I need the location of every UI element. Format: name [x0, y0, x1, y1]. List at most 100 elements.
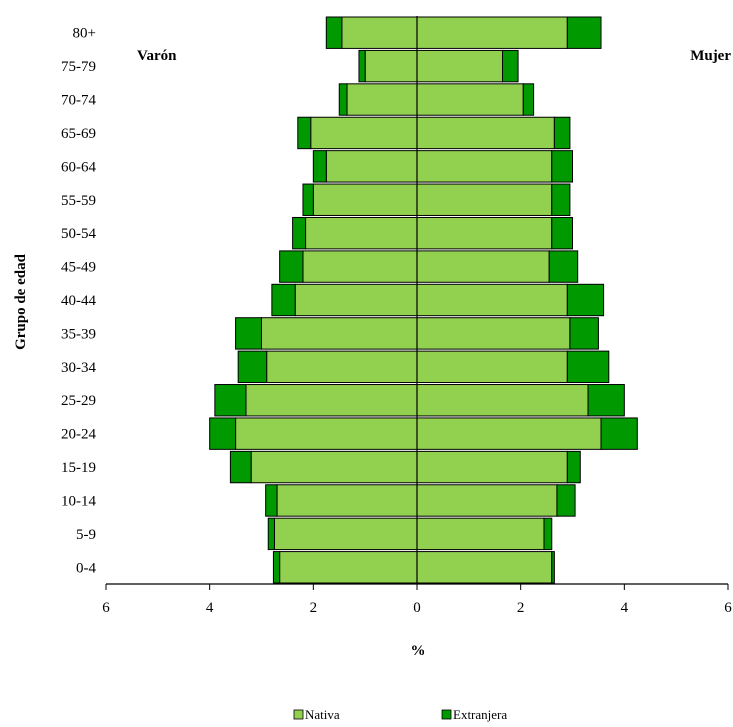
- bar-varon-nativa-20-24: [235, 417, 418, 450]
- bar-varon-extranjera-70-74: [338, 83, 348, 116]
- right-side-label: Mujer: [690, 48, 731, 64]
- legend-label-nativa: Nativa: [305, 707, 340, 722]
- bar-varon-extranjera-45-49: [279, 250, 304, 283]
- bar-varon-extranjera-20-24: [209, 417, 237, 450]
- y-tick-label-75-79: 75-79: [61, 59, 96, 75]
- bar-mujer-nativa-35-39: [416, 317, 571, 350]
- bar-mujer-extranjera-25-29: [587, 384, 625, 417]
- bar-varon-extranjera-55-59: [302, 183, 314, 216]
- y-tick-label-40-44: 40-44: [61, 293, 96, 309]
- bar-mujer-nativa-50-54: [416, 216, 553, 250]
- y-tick-label-65-69: 65-69: [61, 126, 96, 142]
- bar-varon-extranjera-5-9: [267, 517, 275, 551]
- labels-layer: 0-4 5-9 10-14 15-19 20-24 25-29 30-34 35-39 40-4…: [61, 26, 732, 616]
- bar-varon-nativa-15-19: [250, 450, 418, 484]
- bar-mujer-nativa-55-59: [416, 183, 553, 216]
- x-tick-label: 6: [724, 600, 732, 616]
- bar-mujer-extranjera-50-54: [551, 216, 573, 250]
- bar-mujer-nativa-5-9: [416, 517, 545, 551]
- x-tick-label: 0: [413, 600, 421, 616]
- bar-varon-extranjera-10-14: [265, 484, 278, 517]
- y-tick-label-25-29: 25-29: [61, 393, 96, 409]
- bar-mujer-nativa-10-14: [416, 484, 558, 517]
- bar-mujer-nativa-25-29: [416, 384, 589, 417]
- bar-varon-nativa-65-69: [310, 116, 418, 150]
- x-axis-title: %: [411, 643, 426, 659]
- y-axis-title: Grupo de edad: [13, 253, 29, 350]
- x-tick-label: 2: [310, 600, 318, 616]
- y-tick-label-45-49: 45-49: [61, 260, 96, 276]
- bar-varon-nativa-50-54: [305, 216, 418, 250]
- bar-mujer-extranjera-30-34: [566, 350, 610, 384]
- bar-varon-nativa-0-4: [279, 551, 418, 584]
- bar-varon-nativa-55-59: [312, 183, 418, 216]
- bar-mujer-nativa-45-49: [416, 250, 550, 283]
- y-tick-label-30-34: 30-34: [61, 360, 96, 376]
- bar-varon-extranjera-35-39: [235, 317, 262, 350]
- bar-mujer-nativa-60-64: [416, 150, 553, 183]
- y-tick-label-60-64: 60-64: [61, 159, 96, 175]
- bar-varon-nativa-5-9: [273, 517, 418, 551]
- y-tick-label-70-74: 70-74: [61, 93, 96, 109]
- left-side-label: Varón: [137, 48, 177, 64]
- bar-varon-nativa-60-64: [325, 150, 418, 183]
- bars-layer: [209, 16, 638, 584]
- bar-mujer-extranjera-60-64: [551, 150, 573, 183]
- bar-varon-nativa-25-29: [245, 384, 418, 417]
- bar-varon-extranjera-80: [325, 16, 343, 49]
- bar-mujer-nativa-40-44: [416, 283, 568, 317]
- bar-varon-nativa-35-39: [261, 317, 418, 350]
- bar-varon-nativa-70-74: [346, 83, 418, 116]
- bar-mujer-nativa-75-79: [416, 49, 504, 83]
- legend: Nativa Extranjera: [293, 707, 507, 722]
- bar-mujer-extranjera-20-24: [600, 417, 638, 450]
- bar-mujer-nativa-15-19: [416, 450, 568, 484]
- bar-varon-nativa-45-49: [302, 250, 418, 283]
- axes-layer: [105, 16, 729, 590]
- bar-varon-nativa-80: [341, 16, 418, 49]
- bar-mujer-extranjera-15-19: [566, 450, 581, 484]
- y-tick-label-80: 80+: [73, 26, 96, 42]
- bar-varon-extranjera-75-79: [358, 49, 366, 83]
- bar-varon-extranjera-0-4: [272, 551, 281, 584]
- bar-mujer-extranjera-0-4: [551, 551, 555, 584]
- y-tick-label-35-39: 35-39: [61, 326, 96, 342]
- y-tick-label-5-9: 5-9: [76, 527, 96, 543]
- bar-varon-nativa-40-44: [294, 283, 418, 317]
- bar-mujer-extranjera-70-74: [522, 83, 535, 116]
- bar-varon-extranjera-40-44: [271, 283, 296, 317]
- y-tick-label-0-4: 0-4: [76, 560, 96, 576]
- y-tick-label-50-54: 50-54: [61, 226, 96, 242]
- x-tick-label: 6: [102, 600, 110, 616]
- y-tick-label-55-59: 55-59: [61, 193, 96, 209]
- y-tick-label-15-19: 15-19: [61, 460, 96, 476]
- y-tick-label-20-24: 20-24: [61, 427, 96, 443]
- legend-label-extranjera: Extranjera: [453, 707, 507, 722]
- bar-mujer-nativa-0-4: [416, 551, 553, 584]
- bar-varon-nativa-30-34: [266, 350, 418, 384]
- x-tick-label: 2: [517, 600, 525, 616]
- bar-varon-extranjera-60-64: [312, 150, 327, 183]
- bar-mujer-nativa-70-74: [416, 83, 524, 116]
- bar-varon-nativa-10-14: [276, 484, 418, 517]
- bar-varon-extranjera-30-34: [237, 350, 268, 384]
- x-tick-label: 4: [206, 600, 214, 616]
- bar-mujer-extranjera-10-14: [556, 484, 576, 517]
- legend-swatch-nativa: [293, 709, 304, 720]
- bar-varon-extranjera-15-19: [229, 450, 252, 484]
- bar-varon-extranjera-25-29: [214, 384, 247, 417]
- bar-varon-extranjera-50-54: [292, 216, 307, 250]
- bar-mujer-extranjera-35-39: [569, 317, 599, 350]
- y-tick-label-10-14: 10-14: [61, 493, 96, 509]
- bar-mujer-extranjera-40-44: [566, 283, 605, 317]
- bar-mujer-nativa-30-34: [416, 350, 568, 384]
- bar-varon-extranjera-65-69: [297, 116, 312, 150]
- bar-mujer-extranjera-55-59: [551, 183, 571, 216]
- x-tick-label: 4: [621, 600, 629, 616]
- bar-mujer-nativa-80: [416, 16, 568, 49]
- bar-mujer-extranjera-80: [566, 16, 602, 49]
- bar-mujer-extranjera-75-79: [502, 49, 519, 83]
- bar-varon-nativa-75-79: [364, 49, 418, 83]
- legend-swatch-extranjera: [441, 709, 452, 720]
